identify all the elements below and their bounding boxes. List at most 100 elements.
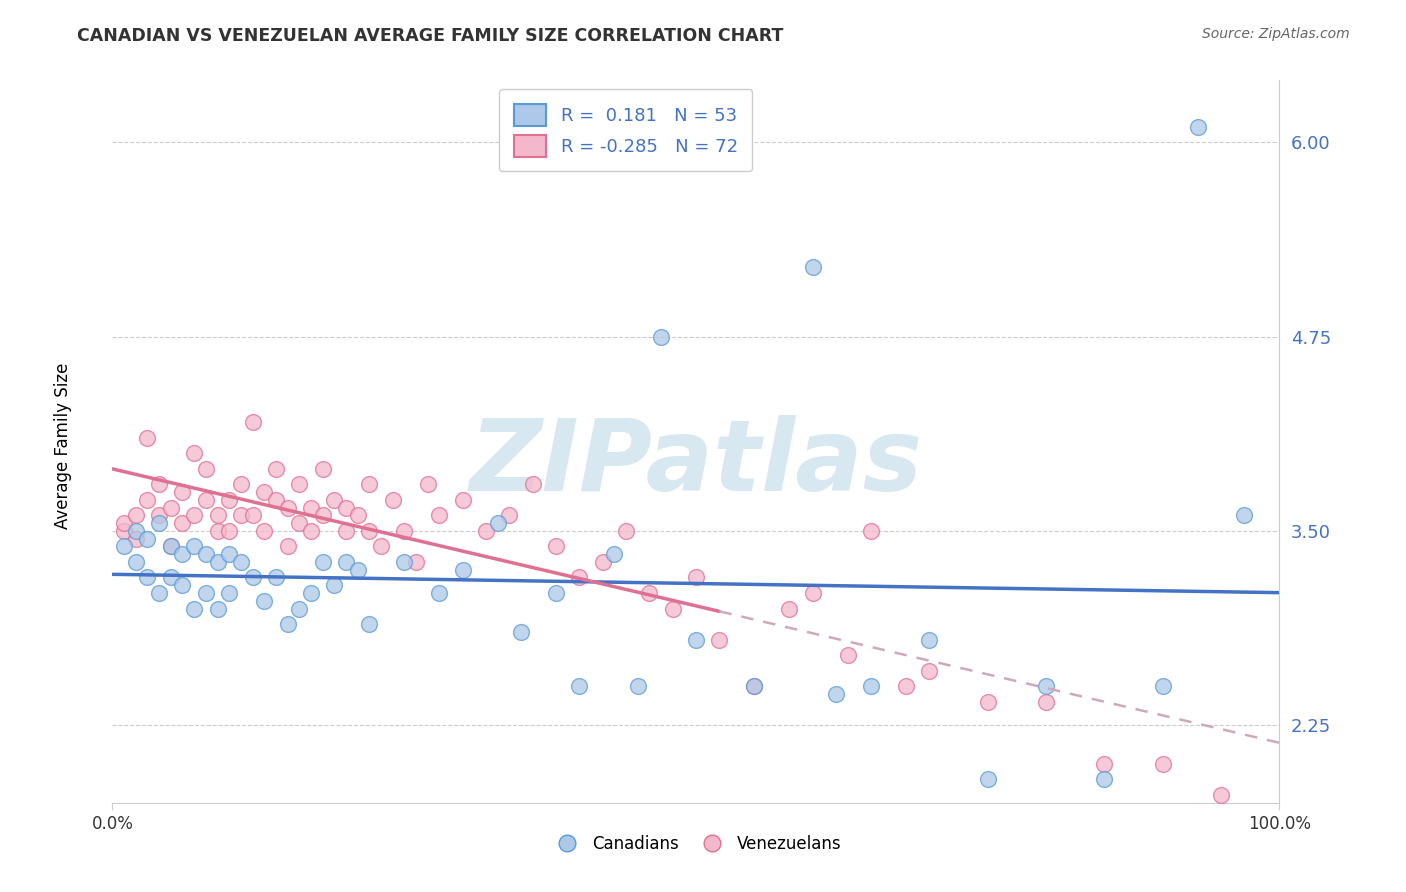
Point bbox=[475, 524, 498, 538]
Point bbox=[183, 601, 205, 615]
Point bbox=[218, 524, 240, 538]
Point bbox=[148, 508, 170, 523]
Point bbox=[218, 492, 240, 507]
Point bbox=[544, 586, 567, 600]
Point bbox=[311, 555, 333, 569]
Point bbox=[837, 648, 859, 663]
Point bbox=[136, 532, 159, 546]
Point bbox=[860, 679, 883, 693]
Point bbox=[148, 477, 170, 491]
Point bbox=[194, 492, 217, 507]
Point bbox=[498, 508, 520, 523]
Point bbox=[650, 329, 672, 343]
Point bbox=[112, 516, 135, 530]
Point bbox=[253, 524, 276, 538]
Point bbox=[125, 555, 148, 569]
Point bbox=[1152, 679, 1174, 693]
Point bbox=[229, 477, 252, 491]
Point bbox=[918, 632, 941, 647]
Point bbox=[172, 578, 194, 592]
Point bbox=[638, 586, 661, 600]
Point bbox=[112, 524, 135, 538]
Point bbox=[1187, 120, 1209, 134]
Point bbox=[276, 540, 298, 554]
Point bbox=[801, 586, 824, 600]
Point bbox=[136, 492, 159, 507]
Point bbox=[894, 679, 917, 693]
Point bbox=[568, 570, 591, 584]
Point bbox=[381, 492, 404, 507]
Point bbox=[242, 570, 264, 584]
Point bbox=[825, 687, 848, 701]
Point bbox=[194, 586, 217, 600]
Point bbox=[486, 516, 509, 530]
Point bbox=[744, 679, 766, 693]
Point bbox=[359, 524, 381, 538]
Point bbox=[242, 415, 264, 429]
Point bbox=[918, 664, 941, 678]
Point bbox=[394, 555, 416, 569]
Point bbox=[1211, 788, 1233, 802]
Point bbox=[276, 500, 298, 515]
Point bbox=[1094, 772, 1116, 787]
Point bbox=[125, 508, 148, 523]
Point bbox=[661, 601, 683, 615]
Point bbox=[160, 570, 183, 584]
Point bbox=[242, 508, 264, 523]
Point bbox=[264, 492, 287, 507]
Point bbox=[614, 524, 637, 538]
Point bbox=[1035, 679, 1057, 693]
Point bbox=[136, 431, 159, 445]
Point bbox=[207, 524, 229, 538]
Point bbox=[685, 570, 707, 584]
Point bbox=[148, 516, 170, 530]
Point bbox=[627, 679, 650, 693]
Point bbox=[136, 570, 159, 584]
Point bbox=[125, 524, 148, 538]
Point bbox=[264, 570, 287, 584]
Point bbox=[160, 540, 183, 554]
Point bbox=[1035, 695, 1057, 709]
Point bbox=[359, 477, 381, 491]
Point bbox=[1152, 756, 1174, 771]
Text: Source: ZipAtlas.com: Source: ZipAtlas.com bbox=[1202, 27, 1350, 41]
Point bbox=[1094, 756, 1116, 771]
Point bbox=[416, 477, 439, 491]
Point bbox=[427, 508, 450, 523]
Point bbox=[311, 461, 333, 475]
Point bbox=[194, 461, 217, 475]
Point bbox=[112, 540, 135, 554]
Point bbox=[172, 547, 194, 561]
Point bbox=[183, 446, 205, 460]
Point bbox=[218, 547, 240, 561]
Point bbox=[148, 586, 170, 600]
Point bbox=[394, 524, 416, 538]
Point bbox=[544, 540, 567, 554]
Point bbox=[183, 508, 205, 523]
Point bbox=[323, 578, 346, 592]
Point bbox=[160, 500, 183, 515]
Point bbox=[288, 516, 311, 530]
Point bbox=[229, 508, 252, 523]
Point bbox=[207, 601, 229, 615]
Point bbox=[744, 679, 766, 693]
Point bbox=[207, 555, 229, 569]
Text: CANADIAN VS VENEZUELAN AVERAGE FAMILY SIZE CORRELATION CHART: CANADIAN VS VENEZUELAN AVERAGE FAMILY SI… bbox=[77, 27, 783, 45]
Point bbox=[288, 601, 311, 615]
Point bbox=[568, 679, 591, 693]
Point bbox=[172, 485, 194, 500]
Point bbox=[976, 772, 998, 787]
Legend: Canadians, Venezuelans: Canadians, Venezuelans bbox=[544, 828, 848, 860]
Point bbox=[359, 617, 381, 632]
Point bbox=[207, 508, 229, 523]
Point bbox=[288, 477, 311, 491]
Point bbox=[299, 586, 322, 600]
Point bbox=[172, 516, 194, 530]
Point bbox=[276, 617, 298, 632]
Point bbox=[335, 500, 357, 515]
Point bbox=[451, 492, 474, 507]
Point bbox=[801, 260, 824, 274]
Text: Average Family Size: Average Family Size bbox=[55, 363, 72, 529]
Point bbox=[451, 563, 474, 577]
Point bbox=[370, 540, 392, 554]
